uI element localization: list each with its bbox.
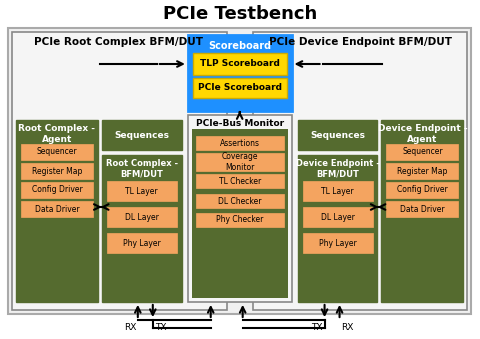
Text: Device Endpoint -
BFM/DUT: Device Endpoint - BFM/DUT xyxy=(296,159,380,179)
Bar xyxy=(21,182,93,198)
Text: PCIe Scoreboard: PCIe Scoreboard xyxy=(198,83,282,93)
Bar xyxy=(21,144,93,160)
Bar xyxy=(252,32,468,310)
Bar xyxy=(12,32,227,310)
Text: DL Checker: DL Checker xyxy=(218,197,262,205)
Text: TL Layer: TL Layer xyxy=(321,186,354,196)
Text: Root Complex -
BFM/DUT: Root Complex - BFM/DUT xyxy=(106,159,178,179)
Text: Phy Layer: Phy Layer xyxy=(319,239,357,247)
Text: TLP Scoreboard: TLP Scoreboard xyxy=(200,60,280,68)
Bar xyxy=(107,207,177,227)
Bar xyxy=(21,163,93,179)
Text: Config Driver: Config Driver xyxy=(32,185,82,195)
Text: Sequences: Sequences xyxy=(310,131,365,140)
Bar xyxy=(193,78,287,98)
Text: PCIe Device Endpoint BFM/DUT: PCIe Device Endpoint BFM/DUT xyxy=(269,37,452,47)
Text: Register Map: Register Map xyxy=(32,166,82,176)
Text: Register Map: Register Map xyxy=(397,166,448,176)
Bar xyxy=(302,181,372,201)
Text: Data Driver: Data Driver xyxy=(35,204,79,214)
Bar xyxy=(302,207,372,227)
Text: PCIe Root Complex BFM/DUT: PCIe Root Complex BFM/DUT xyxy=(35,37,204,47)
Bar xyxy=(193,53,287,75)
Text: RX: RX xyxy=(124,323,136,333)
Bar xyxy=(386,163,458,179)
Text: TX: TX xyxy=(311,323,323,333)
Text: Phy Checker: Phy Checker xyxy=(216,216,264,224)
Text: Data Driver: Data Driver xyxy=(400,204,445,214)
Bar xyxy=(196,194,284,208)
Text: Config Driver: Config Driver xyxy=(397,185,448,195)
Text: Device Endpoint -
Agent: Device Endpoint - Agent xyxy=(378,124,467,144)
Bar xyxy=(188,115,292,302)
Text: DL Layer: DL Layer xyxy=(125,213,159,221)
Bar xyxy=(196,136,284,150)
Text: Assertions: Assertions xyxy=(220,139,260,147)
Bar xyxy=(302,233,372,253)
Bar xyxy=(21,201,93,217)
Bar xyxy=(102,155,182,302)
Bar xyxy=(107,233,177,253)
Bar xyxy=(196,174,284,188)
Bar xyxy=(386,201,458,217)
Bar xyxy=(382,120,463,302)
Bar xyxy=(386,144,458,160)
Bar xyxy=(192,129,288,298)
Bar xyxy=(16,120,98,302)
Text: TL Checker: TL Checker xyxy=(218,177,261,185)
Text: RX: RX xyxy=(341,323,354,333)
Text: DL Layer: DL Layer xyxy=(321,213,355,221)
Bar xyxy=(298,155,377,302)
Text: Scoreboard: Scoreboard xyxy=(208,41,271,51)
Bar xyxy=(107,181,177,201)
Bar xyxy=(196,153,284,171)
Bar xyxy=(8,28,471,314)
Bar xyxy=(102,120,182,150)
Text: Sequencer: Sequencer xyxy=(402,147,443,157)
Text: TX: TX xyxy=(155,323,167,333)
Bar xyxy=(386,182,458,198)
Text: PCIe Testbench: PCIe Testbench xyxy=(163,5,317,23)
Text: TL Layer: TL Layer xyxy=(125,186,158,196)
Text: Sequences: Sequences xyxy=(114,131,169,140)
Text: Root Complex -
Agent: Root Complex - Agent xyxy=(18,124,96,144)
Bar xyxy=(196,213,284,227)
Text: Sequencer: Sequencer xyxy=(36,147,77,157)
Text: PCIe-Bus Monitor: PCIe-Bus Monitor xyxy=(196,119,284,127)
Bar xyxy=(188,35,292,111)
Text: Phy Layer: Phy Layer xyxy=(123,239,161,247)
Bar xyxy=(298,120,377,150)
Text: Coverage
Monitor: Coverage Monitor xyxy=(221,152,258,172)
